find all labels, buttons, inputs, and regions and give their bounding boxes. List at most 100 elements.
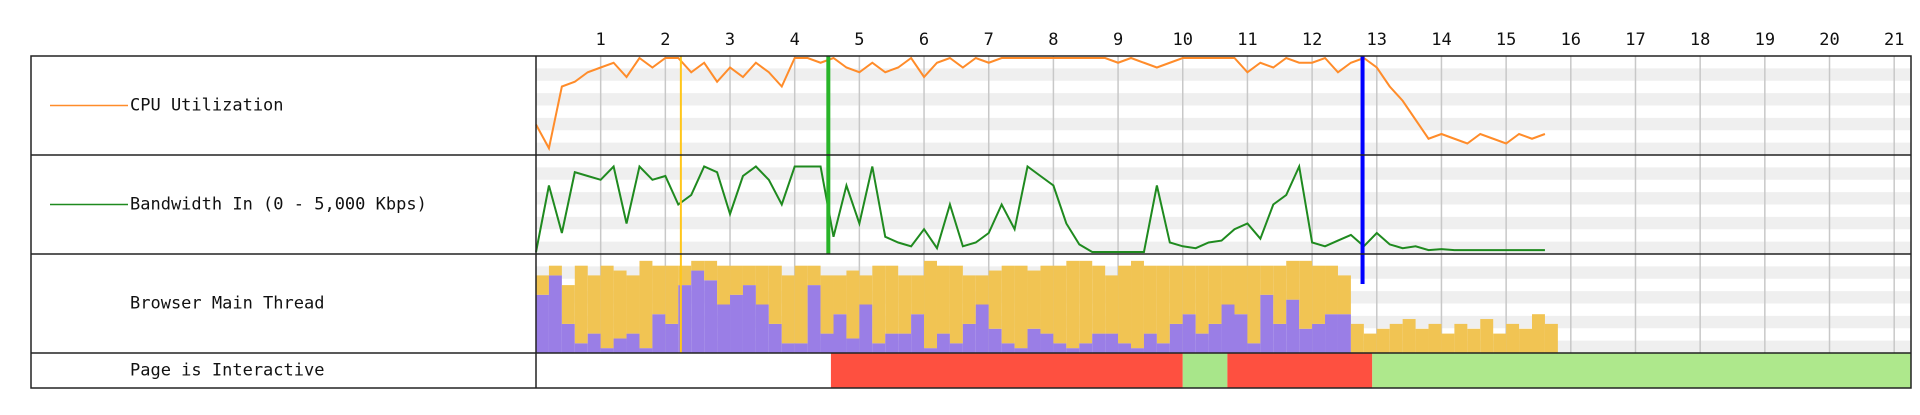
thread-bar xyxy=(613,338,627,353)
thread-bar xyxy=(1441,333,1455,353)
data-line xyxy=(535,163,1545,253)
thread-bar xyxy=(574,343,588,353)
x-tick-label: 16 xyxy=(1561,30,1581,50)
thread-bar xyxy=(691,270,705,353)
table-border xyxy=(30,55,1912,389)
thread-bar xyxy=(639,260,653,349)
thread-bar xyxy=(574,265,588,344)
x-tick-label: 19 xyxy=(1755,30,1775,50)
x-tick-label: 12 xyxy=(1302,30,1322,50)
thread-bar xyxy=(1040,333,1054,353)
x-tick-label: 2 xyxy=(660,30,670,50)
thread-bar xyxy=(768,265,782,324)
thread-bar xyxy=(691,260,705,271)
row-label: CPU Utilization xyxy=(130,96,284,116)
thread-bar xyxy=(988,328,1002,353)
thread-bar xyxy=(1014,265,1028,349)
thread-bar xyxy=(1001,265,1015,344)
thread-bar xyxy=(1053,343,1067,353)
thread-bar xyxy=(1273,323,1287,353)
thread-bar xyxy=(1428,323,1442,353)
thread-bar xyxy=(1234,314,1248,353)
thread-bar xyxy=(1312,323,1326,353)
thread-bar xyxy=(794,343,808,353)
thread-bar xyxy=(1493,333,1507,353)
thread-bar xyxy=(1182,314,1196,353)
thread-bar xyxy=(1040,265,1054,334)
row-stripe xyxy=(536,68,1911,81)
thread-bar xyxy=(859,275,873,305)
thread-bar xyxy=(1105,333,1119,353)
thread-bar xyxy=(717,265,731,305)
thread-bar xyxy=(1337,314,1351,353)
thread-bar xyxy=(548,265,562,276)
x-tick-label: 7 xyxy=(984,30,994,50)
thread-bar xyxy=(781,343,795,353)
thread-bar xyxy=(1001,343,1015,353)
thread-bar xyxy=(536,275,549,295)
thread-bar xyxy=(1467,328,1481,353)
thread-bar xyxy=(1027,328,1041,353)
row-stripe xyxy=(536,216,1911,230)
x-tick-label: 15 xyxy=(1496,30,1516,50)
thread-bar xyxy=(846,338,860,353)
thread-bar xyxy=(704,280,718,353)
thread-bar xyxy=(1143,265,1157,334)
thread-bar xyxy=(833,275,847,315)
thread-bar xyxy=(1532,314,1545,353)
thread-bar xyxy=(846,270,860,339)
row-label: Page is Interactive xyxy=(130,361,324,381)
x-tick-label: 17 xyxy=(1625,30,1645,50)
thread-bar xyxy=(794,265,808,344)
thread-bar xyxy=(1234,265,1248,315)
thread-bar xyxy=(742,265,756,286)
thread-bar xyxy=(911,314,925,353)
interactive-segment xyxy=(1182,353,1228,388)
thread-bar xyxy=(1066,348,1080,353)
thread-bar xyxy=(1053,265,1067,344)
thread-bar xyxy=(1312,265,1326,324)
x-tick-label: 6 xyxy=(919,30,929,50)
thread-bar xyxy=(1221,265,1235,305)
x-tick-label: 10 xyxy=(1173,30,1193,50)
x-tick-label: 11 xyxy=(1237,30,1257,50)
thread-bar xyxy=(898,333,912,353)
row-stripe xyxy=(536,142,1911,155)
thread-bar xyxy=(820,275,834,334)
thread-bar xyxy=(587,275,601,334)
thread-bar xyxy=(949,265,963,344)
thread-bar xyxy=(768,323,782,353)
thread-bar xyxy=(665,265,679,324)
thread-bar xyxy=(885,265,899,334)
interactive-segment xyxy=(1372,353,1911,388)
thread-bar xyxy=(1544,323,1558,353)
thread-bar xyxy=(1182,265,1196,315)
thread-bar xyxy=(975,275,989,305)
x-tick-label: 5 xyxy=(854,30,864,50)
x-tick-label: 8 xyxy=(1048,30,1058,50)
thread-bar xyxy=(898,275,912,334)
thread-bar xyxy=(1208,323,1222,353)
thread-bar xyxy=(1221,304,1235,353)
thread-bar xyxy=(704,260,718,281)
x-tick-label: 13 xyxy=(1367,30,1387,50)
thread-bar xyxy=(924,260,937,349)
thread-bar xyxy=(1402,319,1416,353)
thread-bar xyxy=(1131,260,1144,349)
thread-bar xyxy=(1118,343,1132,353)
thread-bar xyxy=(1105,275,1119,334)
thread-bar xyxy=(1079,260,1093,344)
thread-bar xyxy=(1415,328,1429,353)
row-stripe xyxy=(536,241,1911,254)
thread-bar xyxy=(639,348,653,353)
thread-bar xyxy=(872,343,886,353)
thread-bar xyxy=(936,333,950,353)
x-tick-label: 20 xyxy=(1819,30,1839,50)
row-label: Browser Main Thread xyxy=(130,294,324,314)
thread-bar xyxy=(1079,343,1093,353)
thread-bar xyxy=(1066,260,1080,349)
thread-bar xyxy=(755,265,769,305)
thread-bar xyxy=(911,275,925,315)
